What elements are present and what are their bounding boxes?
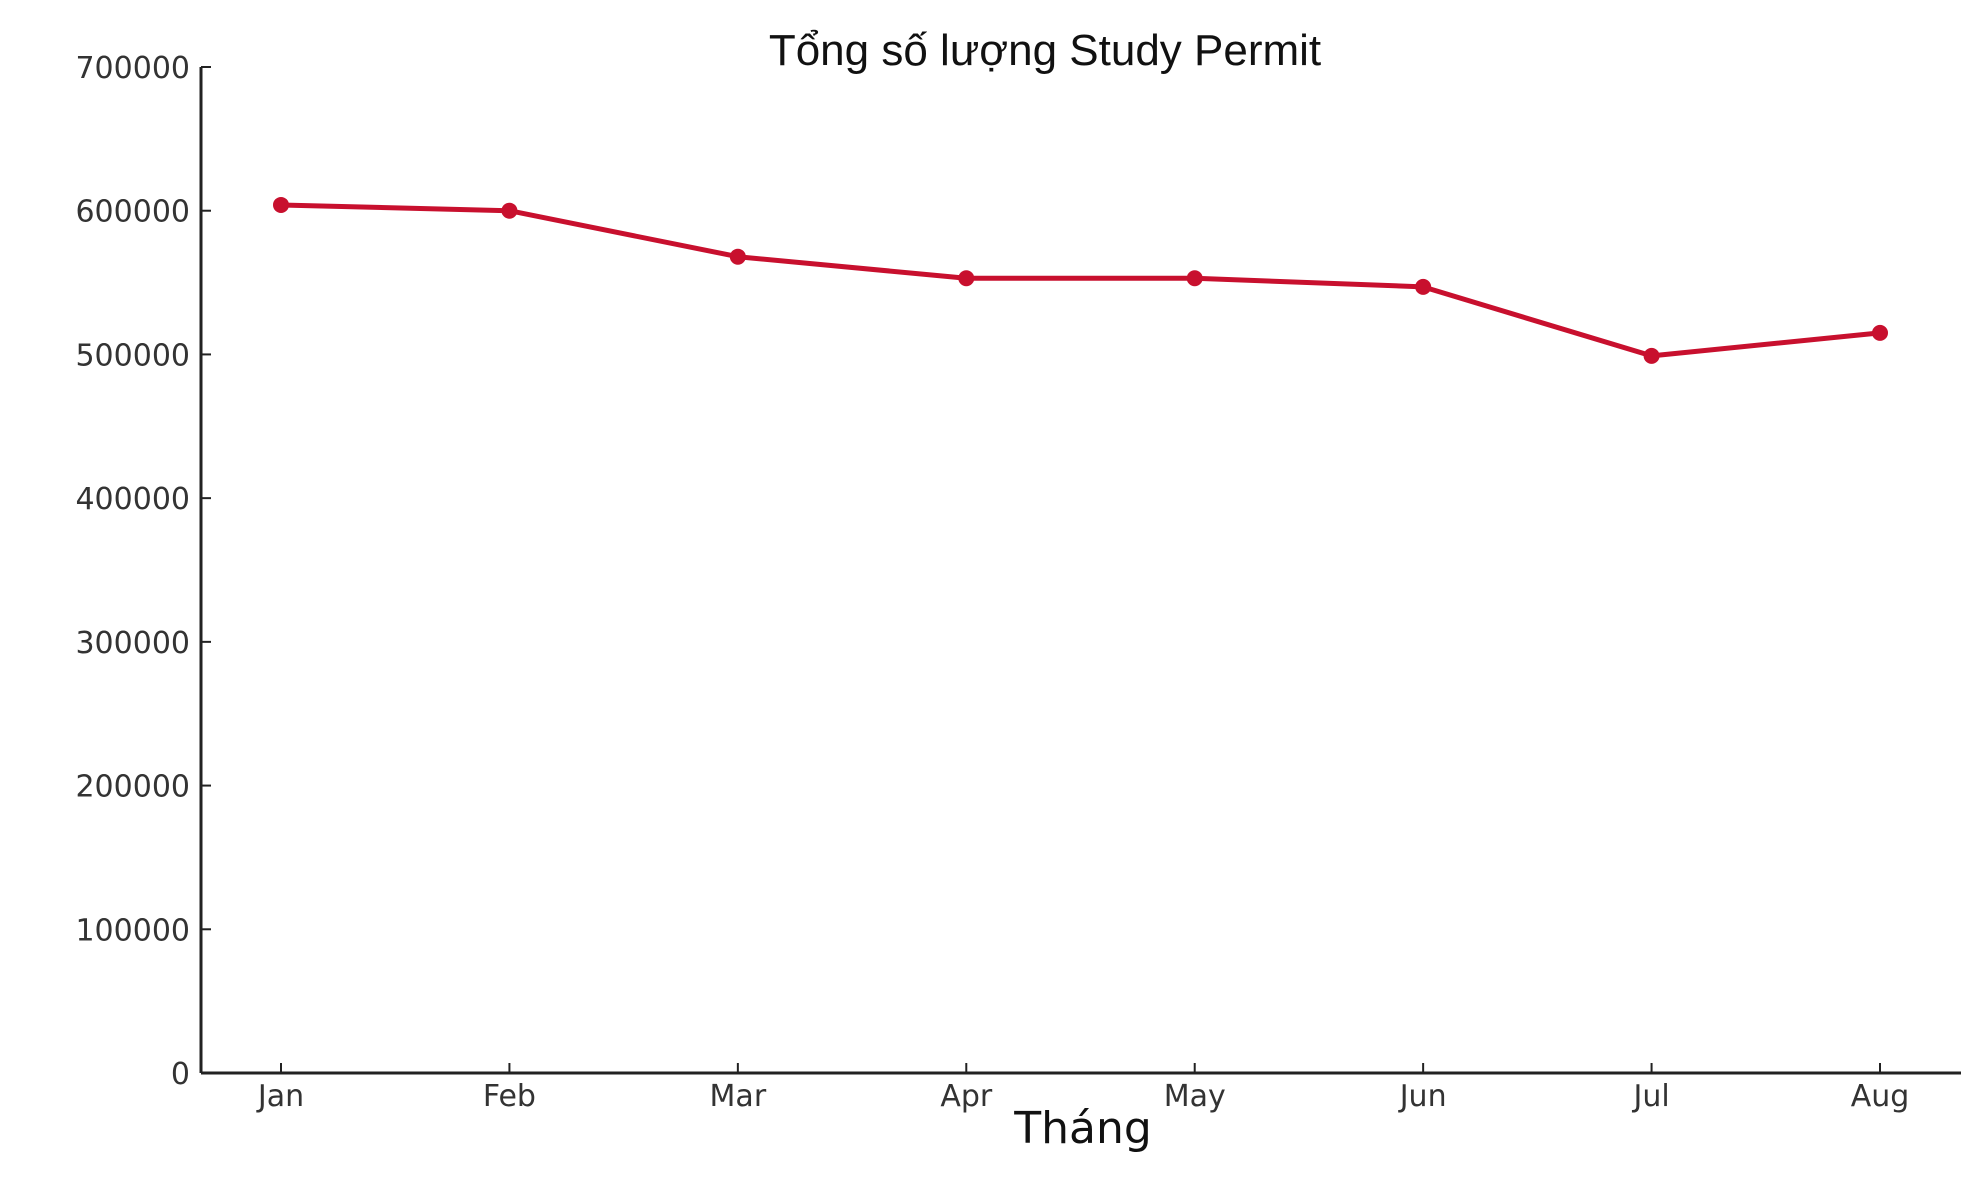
x-tick-label: May [1164,1079,1226,1114]
data-point-marker [273,196,289,213]
data-point-marker [958,270,975,287]
data-point-marker [1186,270,1203,287]
chart-title: Tổng số lượng Study Permit [769,26,1321,75]
y-tick-label: 500000 [75,338,190,373]
y-tick-label: 100000 [75,913,190,948]
y-tick-label: 0 [171,1057,190,1092]
data-point-marker [729,248,746,265]
data-point-marker [1415,278,1432,295]
data-point-marker [501,202,518,219]
series-markers [273,196,1888,364]
x-tick-label: Feb [483,1079,536,1114]
y-tick-label: 400000 [75,482,190,517]
data-point-marker [1643,347,1660,364]
y-tick-label: 600000 [75,195,190,230]
y-tick-label: 300000 [75,626,190,661]
x-tick-label: Aug [1851,1079,1910,1114]
x-tick-label: Jun [1398,1079,1447,1114]
x-tick-label: Jan [256,1079,304,1114]
x-tick-label: Jul [1631,1079,1669,1114]
x-tick-label: Apr [940,1079,993,1114]
x-tick-label: Mar [710,1079,767,1114]
data-point-marker [1872,324,1888,341]
x-axis-ticks: Jan Feb Mar Apr May Jun Jul Aug [256,1063,1909,1114]
y-axis-ticks: 0 100000 200000 300000 400000 500000 600000 700… [75,51,211,1092]
y-tick-label: 700000 [75,51,190,86]
series-line [278,202,1883,359]
y-tick-label: 200000 [75,770,190,805]
x-axis-label: Tháng [1013,1103,1152,1154]
